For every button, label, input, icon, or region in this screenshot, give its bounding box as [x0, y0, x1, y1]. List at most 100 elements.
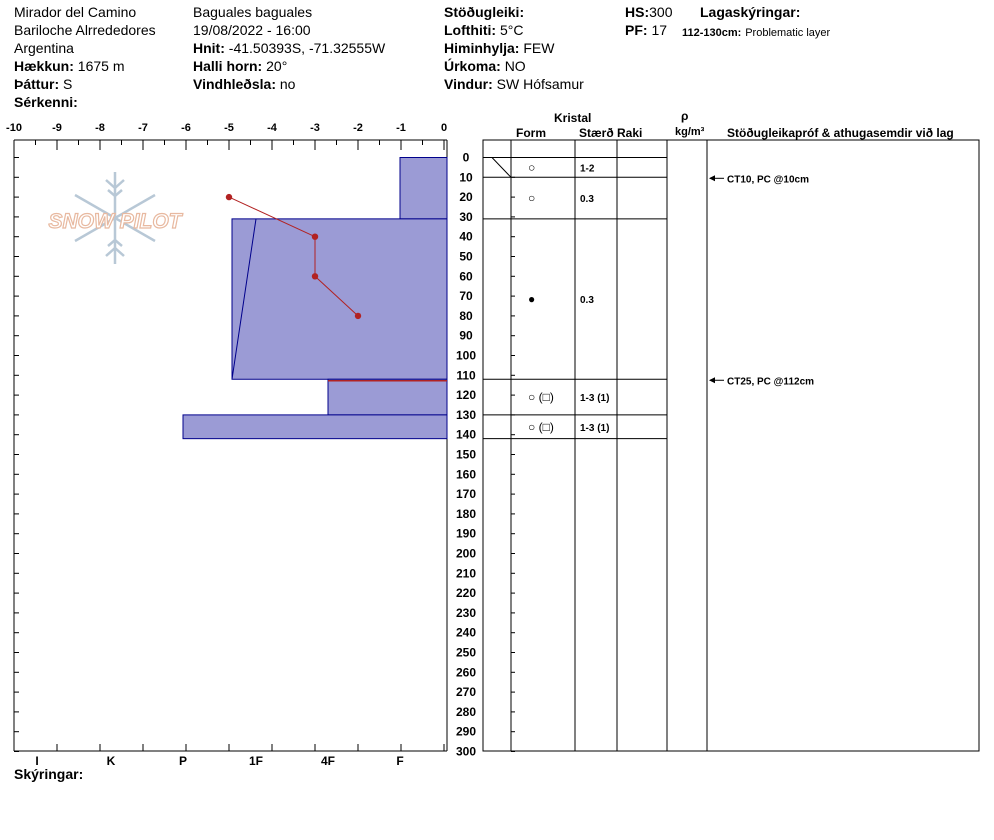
coords-row: Hnit: -41.50393S, -71.32555W	[193, 40, 385, 56]
elevation-label: Hækkun:	[14, 58, 74, 74]
depth-tick-label: 30	[459, 210, 473, 224]
layer-size: 0.3	[580, 194, 594, 205]
depth-tick-label: 40	[459, 230, 473, 244]
temperature-point	[354, 312, 362, 320]
depth-tick-label: 110	[456, 368, 476, 382]
precip-label: Úrkoma:	[444, 58, 501, 74]
depth-tick-label: 260	[456, 665, 476, 679]
layer-note-text: Problematic layer	[745, 27, 831, 39]
layer-note-range: 112-130cm:	[682, 27, 742, 39]
temp-tick-label: -8	[95, 122, 105, 134]
layer-notes-label: Lagaskýringar:	[700, 4, 801, 20]
temp-tick-label: -1	[396, 122, 406, 134]
layer-connector	[483, 157, 512, 178]
form-header: Form	[516, 126, 546, 140]
temp-tick-label: -2	[353, 122, 363, 134]
layer-size: 1-3 (1)	[580, 393, 609, 404]
depth-tick-label: 180	[456, 507, 476, 521]
depth-tick-label: 290	[456, 725, 476, 739]
observation-datetime: 19/08/2022 - 16:00	[193, 22, 311, 38]
layer-table-frame	[482, 139, 980, 752]
test-arrow-head	[709, 175, 715, 182]
hs-label: HS:	[625, 4, 650, 20]
stability-label: Stöðugleiki:	[444, 4, 525, 20]
temp-tick-label: -7	[138, 122, 148, 134]
hardness-label: K	[107, 754, 116, 768]
hardness-slope-edge	[231, 218, 257, 380]
depth-tick-label: 220	[456, 586, 476, 600]
layer-size: 1-3 (1)	[580, 423, 609, 434]
depth-tick-label: 240	[456, 626, 476, 640]
temperature-point	[311, 233, 319, 240]
depth-tick-label: 90	[459, 329, 473, 343]
layer-size: 0.3	[580, 295, 594, 306]
hardness-label: I	[35, 754, 38, 768]
layer-form-symbol: ○ (□)	[528, 390, 554, 404]
country-name: Argentina	[14, 40, 74, 56]
temperature-line	[228, 196, 359, 317]
depth-tick-label: 120	[456, 388, 476, 402]
temp-tick-label: -5	[224, 122, 234, 134]
depth-tick-label: 10	[459, 170, 473, 184]
comments-header: Stöðugleikapróf & athugasemdir við lag	[727, 126, 954, 140]
depth-tick-label: 170	[456, 487, 476, 501]
wind-load-label: Vindhleðsla:	[193, 76, 276, 92]
hs-row: HS:300	[625, 4, 672, 20]
depth-tick-label: 300	[456, 745, 476, 759]
slope-label: Halli horn:	[193, 58, 263, 74]
depth-tick-label: 250	[456, 646, 476, 660]
hardness-label: 4F	[321, 754, 335, 768]
layer-form-symbol: ○ (□)	[528, 420, 554, 434]
aspect-row: Þáttur: S	[14, 76, 72, 92]
region-name: Bariloche Alrrededores	[14, 22, 156, 38]
sky-row: Himinhylja: FEW	[444, 40, 554, 56]
temp-tick-label: -6	[181, 122, 191, 134]
depth-tick-label: 140	[456, 428, 476, 442]
coords-value: -41.50393S, -71.32555W	[228, 40, 386, 56]
wind-row: Vindur: SW Hófsamur	[444, 76, 584, 92]
layer-size: 1-2	[580, 163, 595, 174]
depth-tick-label: 20	[459, 190, 473, 204]
hardness-label: 1F	[249, 754, 263, 768]
layer-form-symbol: ○	[528, 160, 535, 174]
precip-value: NO	[504, 58, 526, 74]
snowflake-icon	[74, 172, 156, 264]
layer-form-symbol: ○	[528, 191, 535, 205]
hs-value: 300	[649, 4, 673, 20]
logo-text: SNOW PILOT	[49, 210, 184, 233]
rho-header: ρ	[681, 109, 689, 123]
temp-tick-label: -4	[267, 122, 278, 134]
moisture-header: Raki	[617, 126, 643, 140]
temp-tick-label: 0	[441, 122, 447, 134]
wind-load-row: Vindhleðsla: no	[193, 76, 295, 92]
depth-tick-label: 80	[459, 309, 473, 323]
aspect-value: S	[63, 76, 73, 92]
depth-tick-label: 70	[459, 289, 473, 303]
sky-value: FEW	[523, 40, 555, 56]
hardness-label: F	[396, 754, 403, 768]
hardness-layer	[182, 414, 448, 440]
test-label: CT10, PC @10cm	[727, 174, 809, 185]
depth-tick-label: 50	[459, 250, 473, 264]
hardness-layer	[399, 157, 448, 220]
depth-tick-label: 270	[456, 685, 476, 699]
layer-form-symbol: ●	[528, 292, 535, 306]
hardness-label: P	[179, 754, 187, 768]
depth-tick-label: 0	[463, 151, 470, 165]
hardness-layer	[327, 378, 448, 416]
depth-tick-label: 130	[456, 408, 476, 422]
pf-label: PF:	[625, 22, 648, 38]
air-temp-row: Lofthiti: 5°C	[444, 22, 523, 38]
depth-tick-label: 210	[456, 566, 476, 580]
coords-label: Hnit:	[193, 40, 225, 56]
elevation-row: Hækkun: 1675 m	[14, 58, 125, 74]
depth-tick-label: 280	[456, 705, 476, 719]
depth-tick-label: 150	[456, 448, 476, 462]
slope-value: 20°	[266, 58, 288, 74]
slope-row: Halli horn: 20°	[193, 58, 287, 74]
depth-tick-label: 190	[456, 527, 476, 541]
location-name: Mirador del Camino	[14, 4, 137, 20]
wind-value: SW Hófsamur	[496, 76, 584, 92]
wind-label: Vindur:	[444, 76, 493, 92]
